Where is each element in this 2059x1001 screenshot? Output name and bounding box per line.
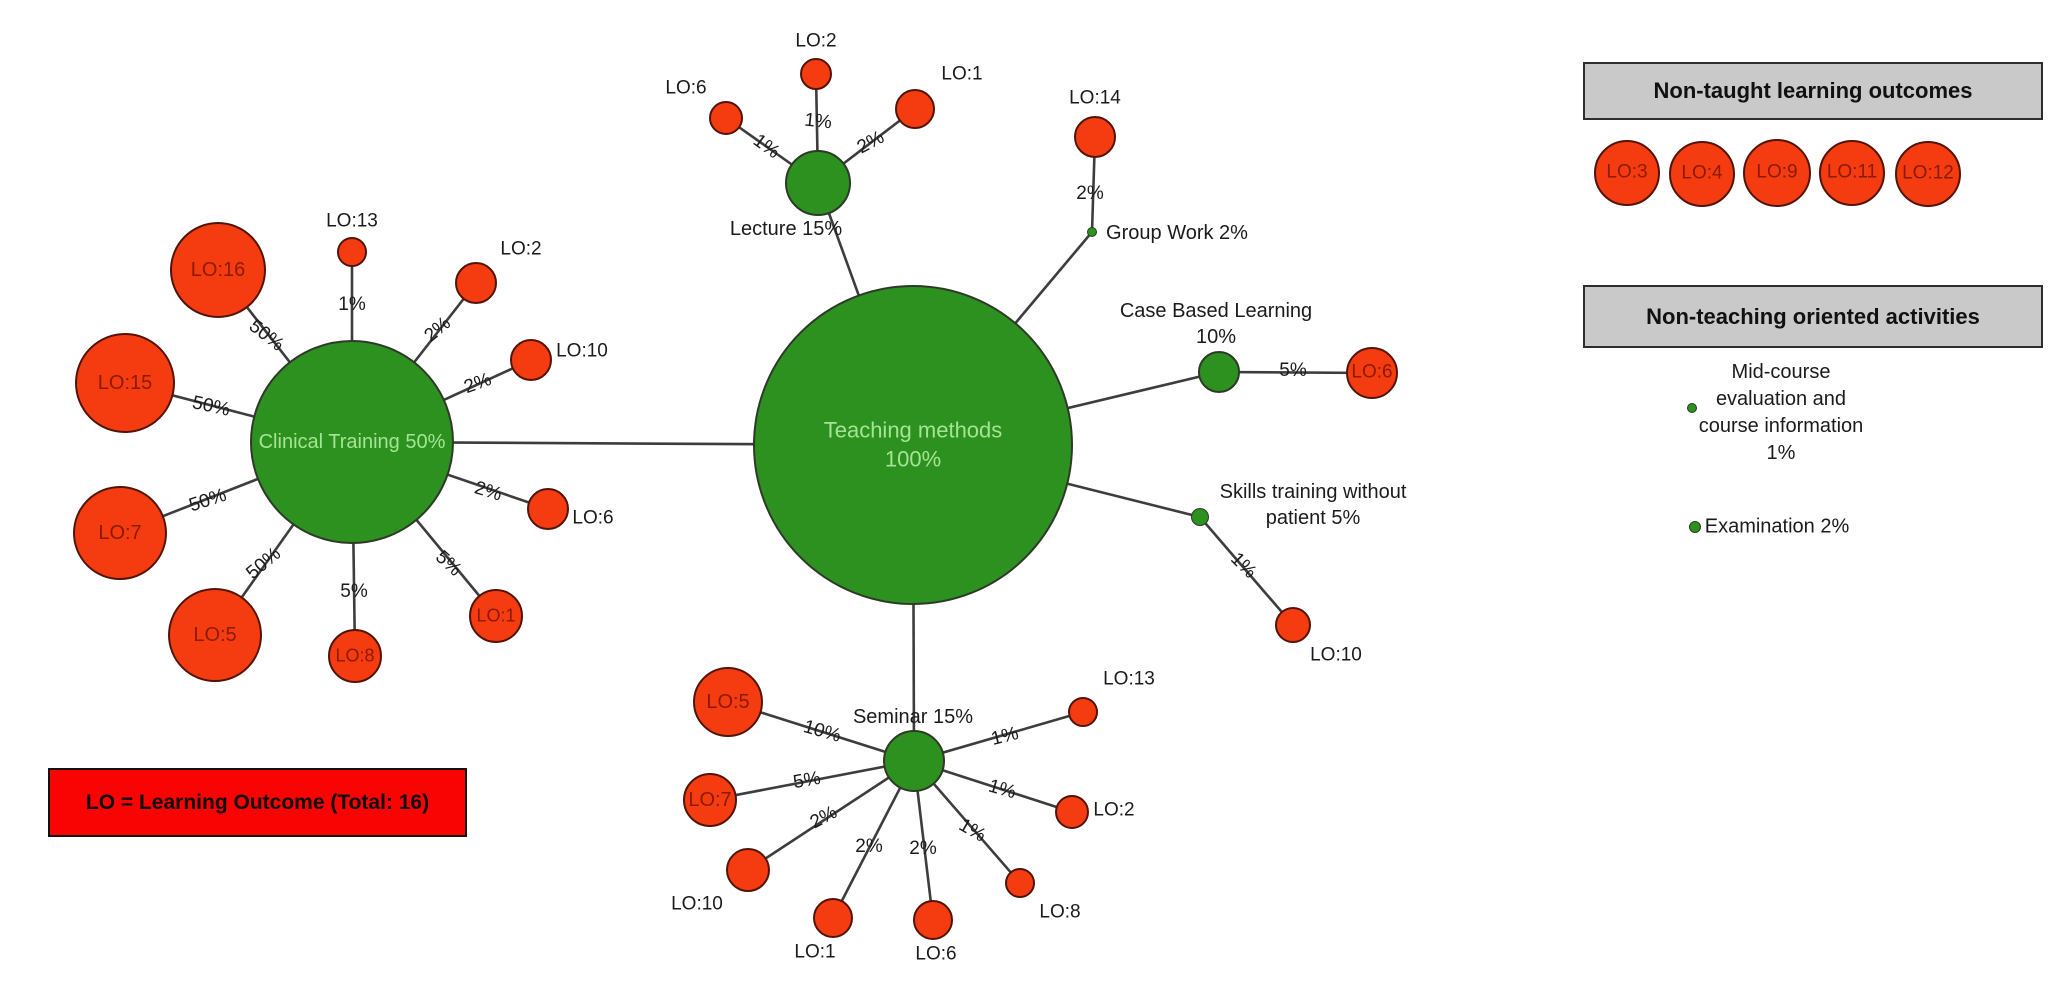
node-label-cbl: Case Based Learning 10% [1119, 300, 1313, 348]
node-c_lo13 [337, 237, 367, 267]
edge-seminar-m_lo10 [747, 759, 915, 872]
node-l_lo1 [895, 89, 935, 129]
node-label-m_lo2: LO:2 [1093, 799, 1135, 821]
activity-dot-midcourse [1687, 403, 1697, 413]
outcome-label-nt_lo3: LO:3 [1606, 161, 1648, 183]
node-c_lo7 [73, 486, 167, 580]
node-label-s_lo10: LO:10 [1310, 644, 1362, 666]
node-label-m_lo10: LO:10 [671, 893, 723, 915]
node-label-c_lo2: LO:2 [500, 238, 542, 260]
node-m_lo8 [1005, 868, 1035, 898]
non-teaching-header: Non-teaching oriented activities [1583, 285, 2043, 348]
node-groupwork [1087, 227, 1097, 237]
node-g_lo14 [1074, 116, 1116, 158]
node-m_lo1 [813, 898, 853, 938]
node-c_lo8 [328, 629, 382, 683]
node-lecture [785, 150, 851, 216]
outcome-label-nt_lo9: LO:9 [1756, 161, 1798, 183]
node-label-c_lo10: LO:10 [556, 340, 608, 362]
node-label-c_lo1: LO:1 [476, 605, 516, 626]
node-label-m_lo8: LO:8 [1039, 901, 1081, 923]
node-label-c_lo6: LO:6 [572, 507, 614, 529]
node-m_lo13 [1068, 697, 1098, 727]
node-label-c_lo15: LO:15 [97, 372, 153, 394]
edge-seminar-m_lo7 [709, 759, 915, 802]
activity-label-examination: Examination 2% [1704, 515, 1850, 538]
node-label-m_lo7: LO:7 [688, 789, 732, 811]
edge-skills-s_lo10 [1199, 516, 1294, 626]
node-label-groupwork: Group Work 2% [1106, 222, 1248, 244]
legend-box: LO = Learning Outcome (Total: 16) [48, 768, 467, 837]
outcome-label-nt_lo11: LO:11 [1826, 161, 1878, 183]
node-c_lo15 [75, 333, 175, 433]
node-c_lo6 [527, 488, 569, 530]
outcome-label-nt_lo4: LO:4 [1681, 162, 1723, 184]
outcome-nt_lo12 [1895, 141, 1961, 207]
legend-label: LO = Learning Outcome (Total: 16) [85, 790, 430, 814]
node-label-lecture: Lecture 15% [729, 218, 843, 240]
node-label-c_lo5: LO:5 [193, 624, 237, 646]
non-taught-header-label: Non-taught learning outcomes [1653, 78, 1973, 103]
node-skills [1191, 508, 1209, 526]
node-label-m_lo1: LO:1 [794, 941, 836, 963]
node-label-m_lo5: LO:5 [706, 691, 750, 713]
node-label-seminar: Seminar 15% [852, 706, 974, 728]
node-label-c_lo8: LO:8 [335, 645, 375, 666]
node-c_lo2 [455, 262, 497, 304]
node-label-l_lo6: LO:6 [665, 77, 707, 99]
node-l_lo6 [709, 101, 743, 135]
outcome-nt_lo9 [1743, 139, 1811, 207]
node-m_lo2 [1055, 795, 1089, 829]
node-c_lo10 [510, 339, 552, 381]
node-l_lo2 [800, 58, 832, 90]
edge-label-lecture-l_lo2: 1% [803, 109, 833, 134]
node-clinical [250, 340, 454, 544]
edge-label-groupwork-g_lo14: 2% [1076, 183, 1104, 204]
edge-label-seminar-m_lo1: 2% [855, 836, 883, 857]
node-b_lo6 [1346, 347, 1398, 399]
node-label-c_lo13: LO:13 [326, 210, 378, 232]
node-s_lo10 [1275, 607, 1311, 643]
node-label-skills: Skills training without patient 5% [1219, 481, 1407, 529]
node-label-teaching: Teaching methods 100% [823, 417, 1003, 471]
edge-label-cbl-b_lo6: 5% [1279, 360, 1307, 381]
node-label-m_lo6: LO:6 [915, 943, 957, 965]
node-label-l_lo2: LO:2 [795, 30, 837, 52]
node-label-m_lo13: LO:13 [1103, 668, 1155, 690]
node-m_lo6 [913, 900, 953, 940]
outcome-nt_lo3 [1594, 140, 1660, 206]
non-teaching-header-label: Non-teaching oriented activities [1646, 303, 1980, 329]
node-c_lo16 [170, 222, 266, 318]
node-c_lo1 [469, 589, 523, 643]
node-label-clinical: Clinical Training 50% [258, 431, 446, 453]
non-taught-header: Non-taught learning outcomes [1583, 62, 2043, 120]
node-c_lo5 [168, 588, 262, 682]
edge-label-seminar-m_lo7: 5% [791, 767, 823, 794]
edge-label-clinical-c_lo8: 5% [340, 581, 368, 602]
node-label-g_lo14: LO:14 [1069, 87, 1121, 109]
node-seminar [883, 730, 945, 792]
node-cbl [1198, 351, 1240, 393]
edge-label-seminar-m_lo6: 2% [909, 838, 937, 859]
node-label-l_lo1: LO:1 [941, 63, 983, 85]
edge-label-clinical-c_lo13: 1% [338, 294, 366, 315]
node-label-c_lo7: LO:7 [98, 522, 142, 544]
node-m_lo7 [683, 773, 737, 827]
activity-label-midcourse: Mid-course evaluation and course informa… [1698, 361, 1864, 464]
node-teaching [753, 285, 1073, 605]
outcome-nt_lo11 [1819, 140, 1885, 206]
outcome-nt_lo4 [1669, 141, 1735, 207]
node-label-b_lo6: LO:6 [1351, 361, 1393, 383]
node-m_lo10 [726, 848, 770, 892]
activity-dot-examination [1689, 521, 1701, 533]
node-label-c_lo16: LO:16 [190, 259, 246, 281]
outcome-label-nt_lo12: LO:12 [1902, 162, 1954, 184]
node-m_lo5 [693, 667, 763, 737]
